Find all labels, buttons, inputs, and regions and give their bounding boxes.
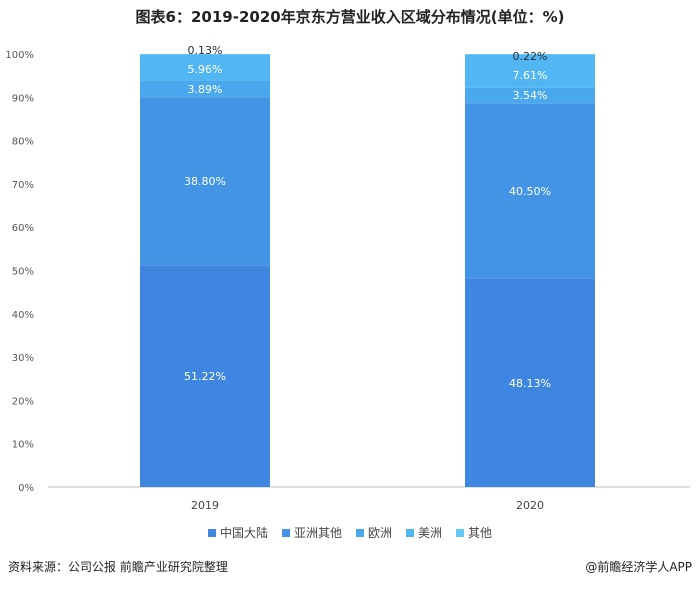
legend-label: 中国大陆 xyxy=(219,526,268,540)
bar-segment xyxy=(465,278,595,487)
legend-item: 欧洲 xyxy=(355,524,392,541)
legend-swatch xyxy=(281,528,290,537)
bar-segment xyxy=(465,54,595,88)
legend-swatch xyxy=(207,528,216,537)
bar-segment xyxy=(140,97,270,266)
legend-item: 美洲 xyxy=(406,524,442,541)
x-tick-label: 2020 xyxy=(516,499,544,512)
legend-swatch xyxy=(355,528,364,537)
legend: 中国大陆 亚洲其他 欧洲 美洲 其他 xyxy=(0,524,700,541)
data-label: 0.13% xyxy=(188,44,223,57)
y-tick-label: 30% xyxy=(12,353,34,364)
bar-segment xyxy=(465,103,595,279)
y-tick-label: 70% xyxy=(12,180,34,191)
y-axis: 0% 10% 20% 30% 40% 50% 60% 70% 80% 90% 100% xyxy=(5,50,34,494)
bar-segment xyxy=(140,265,270,487)
bar-segment xyxy=(140,54,270,81)
source-note: 资料来源：公司公报 前瞻产业研究院整理 xyxy=(8,560,228,574)
bar-segment xyxy=(140,54,270,55)
bar-segment xyxy=(465,54,595,55)
y-tick-label: 100% xyxy=(5,50,34,61)
data-label: 3.89% xyxy=(188,83,223,96)
data-label: 40.50% xyxy=(509,185,551,198)
data-label: 5.96% xyxy=(188,63,223,76)
y-tick-label: 40% xyxy=(12,310,34,321)
bars: 51.22% 38.80% 3.89% 5.96% 0.13% 48.13% 40.50% 3… xyxy=(140,44,595,487)
legend-label: 欧洲 xyxy=(367,526,392,540)
y-tick-label: 80% xyxy=(12,137,34,148)
brand-note: @前瞻经济学人APP xyxy=(585,560,692,574)
y-tick-label: 50% xyxy=(12,267,34,278)
bar-segment xyxy=(140,80,270,98)
y-tick-label: 20% xyxy=(12,396,34,407)
data-label: 51.22% xyxy=(184,370,226,383)
bar-segment xyxy=(465,87,595,104)
chart-title: 图表6：2019-2020年京东方营业收入区域分布情况(单位：%) xyxy=(135,8,565,26)
stacked-bar-chart: 0% 10% 20% 30% 40% 50% 60% 70% 80% 90% 100% 51.22%… xyxy=(5,44,690,512)
legend-swatch xyxy=(406,528,414,537)
legend-label: 其他 xyxy=(468,526,493,540)
legend-swatch xyxy=(456,528,465,537)
legend-item: 中国大陆 xyxy=(207,524,268,541)
x-tick-label: 2019 xyxy=(191,499,219,512)
legend-label: 亚洲其他 xyxy=(293,526,342,540)
legend-item: 其他 xyxy=(456,524,492,541)
y-tick-label: 90% xyxy=(12,93,34,104)
y-tick-label: 0% xyxy=(18,483,34,494)
y-tick-label: 60% xyxy=(12,223,34,234)
y-tick-label: 10% xyxy=(12,440,34,451)
legend-item: 亚洲其他 xyxy=(281,524,342,541)
data-label: 0.22% xyxy=(513,50,548,63)
legend-label: 美洲 xyxy=(418,526,443,540)
data-label: 3.54% xyxy=(513,89,548,102)
data-label: 48.13% xyxy=(509,377,551,390)
x-axis: 2019 2020 xyxy=(191,499,544,512)
data-label: 7.61% xyxy=(513,69,548,82)
data-label: 38.80% xyxy=(184,175,226,188)
